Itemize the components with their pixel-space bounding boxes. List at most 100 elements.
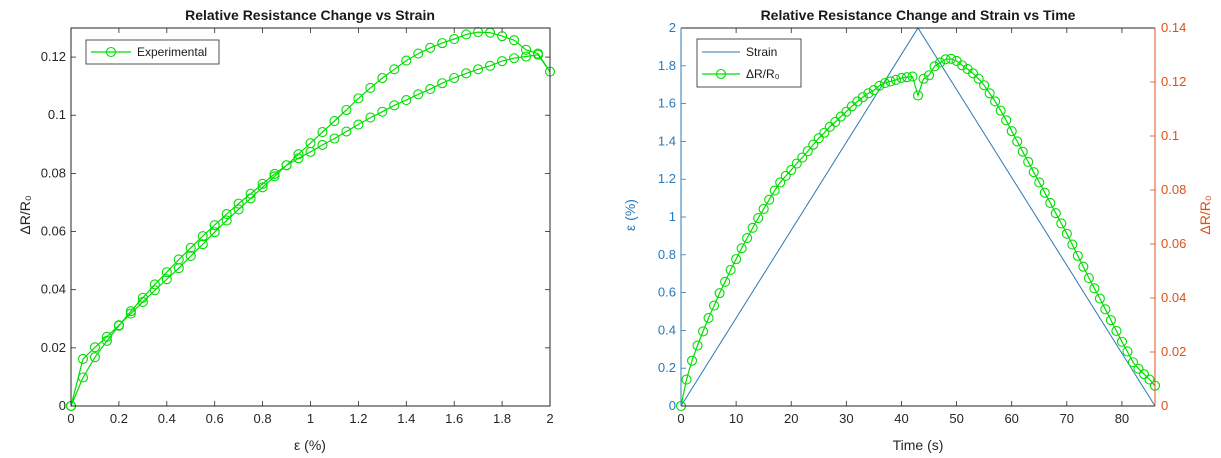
data-point [1138, 369, 1150, 380]
chart-title: Relative Resistance Change and Strain vs… [761, 7, 1076, 23]
y-tick-label-left: 1.4 [658, 133, 676, 148]
x-tick-label: 0.8 [254, 411, 272, 426]
data-point [509, 35, 520, 46]
legend-label: Experimental [137, 45, 207, 59]
data-point [1100, 304, 1111, 315]
data-point [1083, 272, 1094, 284]
legend: Strain ΔR/R₀ [696, 38, 802, 88]
data-point [742, 233, 753, 244]
data-point [697, 326, 709, 337]
y-tick-label: 0 [59, 398, 66, 413]
y-tick-label: 0.06 [41, 224, 66, 239]
data-point [137, 296, 148, 307]
data-point [1094, 293, 1105, 304]
data-point [1039, 187, 1050, 198]
data-point [185, 242, 196, 253]
data-point [995, 105, 1006, 116]
y-tick-label: 0.12 [41, 49, 66, 64]
data-point [731, 254, 742, 265]
data-point [245, 193, 256, 204]
x-axis-label: Time (s) [893, 437, 944, 453]
data-point [1012, 136, 1023, 147]
x-tick-label: 1 [307, 411, 314, 426]
y-tick-label-right: 0.12 [1161, 74, 1186, 89]
data-point [990, 96, 1001, 107]
data-point [233, 198, 244, 209]
data-point [1056, 218, 1067, 229]
data-point [907, 71, 918, 82]
data-point [879, 78, 890, 89]
data-point [413, 48, 424, 59]
legend: Experimental [85, 39, 220, 65]
data-point [1023, 156, 1034, 167]
y-tick-label: 0.04 [41, 282, 66, 297]
data-point [149, 285, 160, 296]
data-point [197, 239, 208, 250]
data-point [125, 308, 136, 319]
data-point [520, 51, 532, 62]
data-point [77, 372, 89, 383]
y-tick-label-left: 0.8 [658, 247, 676, 262]
data-point [885, 76, 896, 87]
data-point [874, 80, 885, 91]
data-point [161, 267, 172, 278]
data-point [329, 115, 340, 127]
data-point [353, 119, 364, 130]
data-point [509, 53, 520, 64]
data-point [764, 194, 775, 205]
data-point [681, 374, 692, 385]
y-tick-label-right: 0.08 [1161, 182, 1186, 197]
data-point [758, 203, 769, 214]
data-point [77, 353, 89, 364]
data-point [449, 33, 460, 45]
data-point [946, 53, 957, 64]
data-point [714, 288, 725, 299]
data-point [485, 60, 496, 71]
data-point [857, 92, 868, 103]
data-point [329, 133, 340, 144]
data-point [720, 276, 731, 287]
data-point [1105, 315, 1116, 326]
data-point [113, 320, 124, 331]
data-point [896, 72, 907, 83]
data-point [341, 104, 352, 116]
data-point [209, 227, 220, 238]
data-point [221, 215, 232, 226]
legend-marker [105, 46, 117, 58]
data-point [1067, 239, 1078, 250]
data-point [209, 220, 220, 231]
y-tick-label-left: 0.2 [658, 360, 676, 375]
legend-label-strain: Strain [746, 45, 777, 59]
data-point [389, 64, 400, 75]
data-point [437, 38, 448, 49]
y-axis-label: ΔR/R₀ [17, 195, 33, 234]
data-point [979, 80, 990, 91]
data-point [791, 158, 802, 169]
data-point [245, 188, 256, 199]
y-tick-label-right: 0.1 [1161, 128, 1179, 143]
data-point [281, 160, 292, 171]
data-point [365, 112, 376, 123]
y-tick-label-left: 1.2 [658, 171, 676, 186]
data-point [692, 340, 703, 351]
data-point [1028, 167, 1039, 178]
data-point [101, 335, 112, 346]
data-point [389, 100, 400, 111]
data-point [940, 54, 951, 65]
x-tick-label: 0 [677, 411, 684, 426]
y-tick-label-left: 0.6 [658, 285, 676, 300]
data-point [984, 88, 995, 99]
legend-box [696, 38, 802, 88]
data-point [89, 342, 100, 353]
x-axis-label: ε (%) [294, 437, 326, 453]
data-point [461, 29, 472, 40]
data-point [437, 78, 448, 89]
data-point [923, 70, 935, 81]
y-tick-label-left: 1 [669, 209, 676, 224]
data-point [1072, 250, 1083, 261]
data-point [968, 68, 979, 79]
data-point [813, 133, 824, 144]
data-point [934, 57, 946, 68]
data-point [1133, 363, 1144, 374]
